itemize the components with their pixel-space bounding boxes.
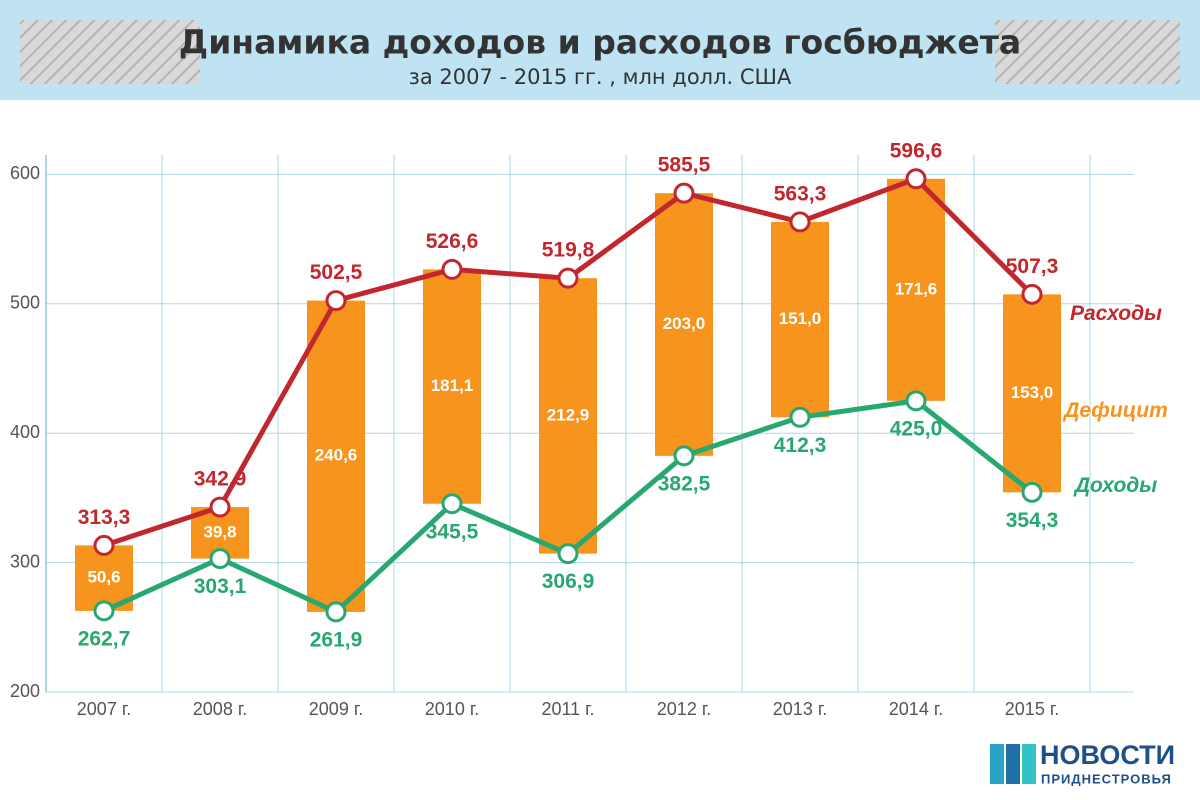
- point: [325, 601, 347, 623]
- data-label: 39,8: [203, 522, 236, 541]
- logo: НОВОСТИ ПРИДНЕСТРОВЬЯ: [990, 740, 1175, 786]
- data-label: 585,5: [658, 154, 711, 177]
- point: [557, 267, 579, 289]
- data-label: 342,9: [194, 468, 247, 491]
- data-label: 596,6: [890, 139, 943, 162]
- point: [789, 211, 811, 233]
- data-label: 345,5: [426, 520, 479, 543]
- data-label: 313,3: [78, 506, 131, 529]
- data-label: 519,8: [542, 239, 595, 262]
- x-tick-label: 2011 г.: [541, 699, 594, 719]
- y-tick-label: 600: [10, 163, 40, 183]
- data-label: 203,0: [663, 314, 706, 333]
- deficit-bar: [307, 300, 365, 612]
- y-tick-label: 500: [10, 293, 40, 313]
- data-label: 240,6: [315, 446, 358, 465]
- data-label: 563,3: [774, 182, 827, 205]
- logo-icon: [990, 744, 1004, 784]
- point: [905, 390, 927, 412]
- point: [93, 600, 115, 622]
- point: [1021, 481, 1043, 503]
- data-label: 354,3: [1006, 509, 1059, 532]
- point: [441, 258, 463, 280]
- point: [441, 493, 463, 515]
- x-tick-label: 2010 г.: [425, 699, 479, 719]
- deficit-bar: [655, 193, 713, 456]
- data-label: 262,7: [78, 627, 131, 650]
- data-label: 502,5: [310, 261, 363, 284]
- data-label: 261,9: [310, 628, 363, 651]
- point: [209, 496, 231, 518]
- x-tick-label: 2013 г.: [773, 699, 827, 719]
- chart-title: Динамика доходов и расходов госбюджета: [179, 23, 1021, 62]
- point: [1021, 283, 1043, 305]
- x-tick-label: 2009 г.: [309, 699, 363, 719]
- logo-icon: [1022, 744, 1036, 784]
- deficit-bar: [423, 269, 481, 504]
- data-label: 50,6: [87, 568, 120, 587]
- data-label: 507,3: [1006, 255, 1059, 278]
- chart-subtitle: за 2007 - 2015 гг. , млн долл. США: [409, 65, 792, 89]
- point: [209, 548, 231, 570]
- x-tick-label: 2015 г.: [1005, 699, 1059, 719]
- deficit-bar: [887, 178, 945, 401]
- data-label: 306,9: [542, 570, 595, 593]
- data-label: 526,6: [426, 230, 479, 253]
- x-tick-label: 2014 г.: [889, 699, 943, 719]
- y-tick-label: 300: [10, 551, 40, 571]
- y-tick-label: 400: [10, 422, 40, 442]
- logo-name: НОВОСТИ: [1040, 740, 1175, 770]
- point: [789, 406, 811, 428]
- data-label: 303,1: [194, 575, 247, 598]
- legend-label: Дефицит: [1062, 399, 1168, 422]
- deficit-bar: [1003, 294, 1061, 493]
- deficit-bar: [771, 221, 829, 418]
- point: [673, 182, 695, 204]
- x-tick-label: 2008 г.: [193, 699, 247, 719]
- legend-label: Доходы: [1073, 474, 1157, 497]
- header-hatch: [20, 20, 200, 84]
- x-tick-label: 2007 г.: [77, 699, 131, 719]
- y-tick-label: 200: [10, 681, 40, 701]
- data-label: 153,0: [1011, 383, 1054, 402]
- deficit-bar: [539, 278, 597, 554]
- data-label: 382,5: [658, 472, 711, 495]
- data-label: 181,1: [431, 376, 474, 395]
- header-hatch: [995, 20, 1180, 84]
- data-label: 171,6: [895, 279, 938, 298]
- data-label: 212,9: [547, 405, 590, 424]
- point: [557, 543, 579, 565]
- data-label: 425,0: [890, 417, 943, 440]
- point: [93, 534, 115, 556]
- point: [325, 290, 347, 312]
- data-label: 412,3: [774, 434, 827, 457]
- x-tick-label: 2012 г.: [657, 699, 711, 719]
- logo-tagline: ПРИДНЕСТРОВЬЯ: [1041, 771, 1172, 786]
- point: [905, 168, 927, 190]
- point: [673, 445, 695, 467]
- logo-icon: [1006, 744, 1020, 784]
- data-label: 151,0: [779, 309, 822, 328]
- legend-label: Расходы: [1070, 302, 1162, 325]
